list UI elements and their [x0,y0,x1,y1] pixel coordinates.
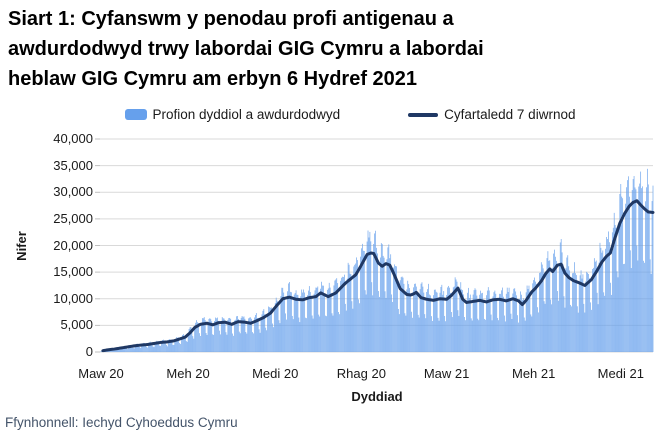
legend-label-7day-average: Cyfartaledd 7 diwrnod [444,107,576,122]
legend-label-daily-tests: Profion dyddiol a awdurdodwyd [152,107,341,122]
x-axis-title: Dyddiad [351,389,403,404]
y-tick-label: 35,000 [53,157,93,173]
x-tick-label: Meh 21 [512,366,556,381]
x-tick-label: Maw 20 [78,366,124,381]
x-tick-label: Rhag 20 [336,366,386,381]
x-tick-label: Medi 21 [597,366,644,381]
y-tick-label: 25,000 [53,210,93,226]
chart-title-line-2: awdurdodwyd trwy labordai GIG Cymru a la… [8,38,484,60]
x-tick-label: Meh 20 [166,366,210,381]
x-tick-label: Medi 20 [252,366,299,381]
line-series-swatch-icon [408,112,439,117]
x-tick-label: Maw 21 [423,366,470,381]
bar-series-swatch-icon [124,109,147,120]
y-axis-title: Nifer [14,231,29,261]
line-series-7day-average [101,199,655,353]
y-tick-label: 40,000 [53,131,93,146]
source-note: Ffynhonnell: Iechyd Cyhoeddus Cymru [5,415,238,430]
chart-title-line-3: heblaw GIG Cymru am erbyn 6 Hydref 2021 [8,68,418,90]
chart-legend: Profion dyddiol a awdurdodwyd Cyfartaled… [20,107,660,122]
y-tick-label: 5,000 [60,317,93,333]
y-tick-label: 20,000 [53,237,93,253]
legend-item-daily-tests: Profion dyddiol a awdurdodwyd [124,107,341,122]
bar-series-daily-tests [100,168,654,352]
y-tick-label: 0 [85,344,93,359]
chart-title-line-1: Siart 1: Cyfanswm y penodau profi antige… [8,8,454,30]
y-tick-label: 10,000 [53,290,93,306]
y-tick-label: 15,000 [53,264,93,280]
legend-item-7day-average: Cyfartaledd 7 diwrnod [408,107,575,122]
chart-title: Siart 1: Cyfanswm y penodau profi antige… [8,4,648,94]
y-tick-label: 30,000 [53,184,93,200]
